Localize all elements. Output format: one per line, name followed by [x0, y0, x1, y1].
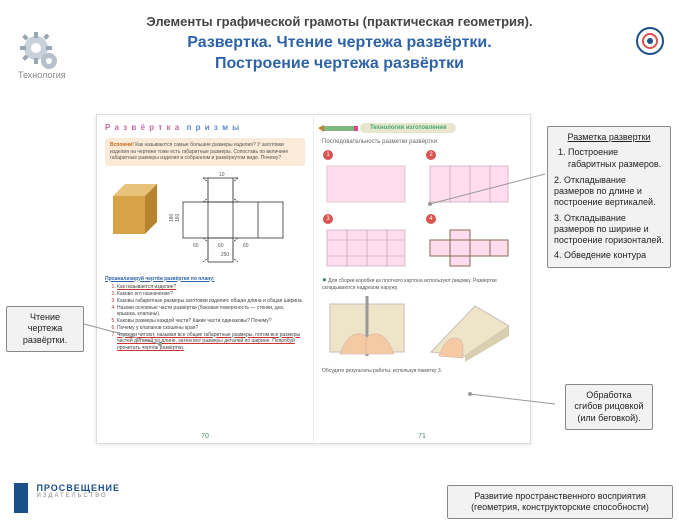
- page-left: Р а з в ё р т к а п р и з м ы Вспомни! К…: [97, 115, 314, 443]
- corner-logo-icon: [635, 26, 665, 61]
- callout-marking: Разметка развертки Построение габаритных…: [547, 126, 671, 268]
- callout-spatial: Развитие пространственного восприятия (г…: [447, 485, 673, 520]
- mid-text: ● Для сборки коробки из плотного картона…: [322, 275, 522, 292]
- right-footer-text: Обсудите результаты работы, используя па…: [322, 368, 522, 375]
- slide-title: Развертка. Чтение чертежа развёртки. Пос…: [0, 33, 679, 75]
- callout-marking-list: Построение габаритных размеров.: [554, 147, 664, 170]
- unfold-drawing: 606060 250 180 160 10: [169, 172, 305, 270]
- callout-reading: Чтение чертежа развёртки.: [6, 306, 84, 352]
- step-3: 3: [322, 213, 419, 271]
- page-number-left: 70: [201, 433, 209, 440]
- callout-scoring: Обработка сгибов рицовкой (или беговкой)…: [565, 384, 653, 430]
- svg-text:60: 60: [218, 243, 224, 249]
- step-4: 4: [425, 213, 522, 271]
- svg-text:60: 60: [243, 243, 249, 249]
- textbook-spread: Р а з в ё р т к а п р и з м ы Вспомни! К…: [96, 114, 531, 444]
- pencil-icon: [318, 125, 358, 133]
- publisher-name: ПРОСВЕЩЕНИЕ: [36, 483, 120, 493]
- step-2: 2: [425, 149, 522, 207]
- prism-drawing-area: 606060 250 180 160 10: [105, 172, 305, 270]
- plan-block: Проанализируй чертёж развёртки по плану:…: [105, 276, 305, 352]
- hands-illustration-1: [322, 296, 419, 364]
- page-number-right: 71: [418, 433, 426, 440]
- step-1: 1: [322, 149, 419, 207]
- slide-subtitle: Элементы графической грамоты (практическ…: [0, 14, 679, 29]
- svg-text:60: 60: [193, 243, 199, 249]
- svg-text:160: 160: [175, 213, 181, 222]
- page-right: Технология изготовления Последовательнос…: [314, 115, 530, 443]
- svg-text:250: 250: [221, 252, 230, 258]
- svg-text:10: 10: [219, 172, 225, 178]
- memo-box: Вспомни! Как называются самые большие ра…: [105, 138, 305, 166]
- hands-illustration-2: [425, 296, 522, 364]
- hands-row: [322, 296, 522, 364]
- tech-tag: Технология изготовления: [360, 123, 456, 133]
- slide-title-block: Элементы графической грамоты (практическ…: [0, 14, 679, 75]
- technology-label: Технология: [18, 70, 66, 80]
- step-grid: 1 2 3 4: [322, 149, 522, 271]
- prism-3d-icon: [105, 172, 165, 246]
- sequence-title: Последовательность разметки развёртки: [322, 139, 522, 145]
- publisher-sub: ИЗДАТЕЛЬСТВО: [36, 493, 120, 499]
- left-page-heading: Р а з в ё р т к а п р и з м ы: [105, 123, 305, 132]
- callout-marking-head: Разметка развертки: [554, 132, 664, 143]
